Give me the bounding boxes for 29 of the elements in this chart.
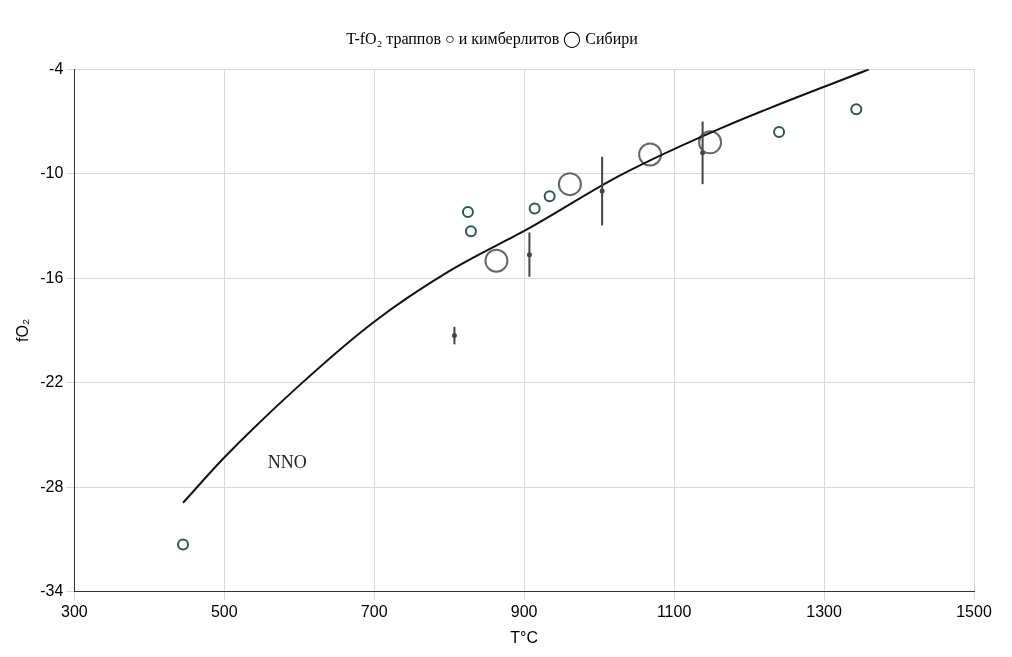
x-tick-label: 1100 xyxy=(656,602,692,620)
point xyxy=(177,538,190,551)
point xyxy=(461,205,474,218)
point xyxy=(528,202,541,215)
point xyxy=(543,190,556,203)
x-tick-label: 300 xyxy=(60,602,88,620)
x-tick-label: 500 xyxy=(210,602,238,620)
x-tick-label: 1300 xyxy=(806,602,842,620)
x-tick-label: 1500 xyxy=(956,602,992,620)
y-axis-title: fO₂ xyxy=(14,318,32,342)
x-tick-label: 700 xyxy=(360,602,388,620)
y-tick-label: -34 xyxy=(40,582,64,600)
y-tick-label: -28 xyxy=(40,477,64,495)
x-axis-title: T°C xyxy=(510,628,539,646)
point xyxy=(638,142,663,167)
y-tick-label: -4 xyxy=(49,59,64,77)
point xyxy=(557,172,582,197)
x-tick-label: 900 xyxy=(510,602,538,620)
y-tick-label: -22 xyxy=(40,373,64,391)
point xyxy=(773,125,786,138)
point xyxy=(850,103,863,116)
point xyxy=(484,248,509,273)
point xyxy=(698,130,723,155)
y-tick-label: -16 xyxy=(40,268,64,286)
point xyxy=(464,225,477,238)
y-tick-label: -10 xyxy=(40,164,64,182)
line-series xyxy=(182,69,871,504)
chart-title: T-fO₂ траппов ○ и кимберлитов ◯ Сибири xyxy=(346,29,639,48)
annotation: NNO xyxy=(267,452,307,473)
